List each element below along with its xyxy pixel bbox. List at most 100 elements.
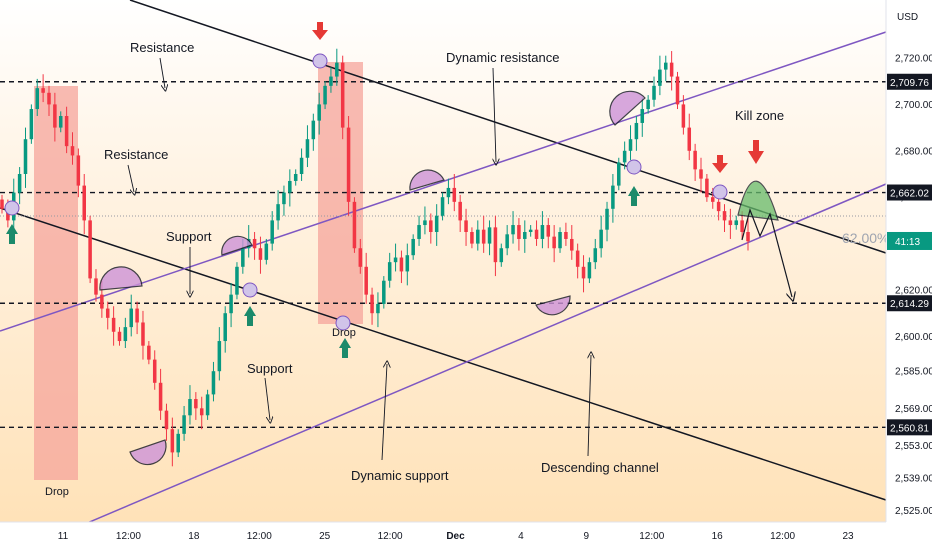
candle-body xyxy=(634,122,639,140)
green-arrow-up-icon xyxy=(6,224,18,244)
candle-body xyxy=(76,155,81,186)
annotation-label: Resistance xyxy=(104,147,168,162)
candle-body xyxy=(716,201,721,212)
candle-body xyxy=(58,116,63,128)
candle-body xyxy=(205,394,210,416)
candle-body xyxy=(405,255,410,272)
candle-body xyxy=(681,104,686,128)
candle-body xyxy=(558,232,562,249)
candle-body xyxy=(693,150,697,170)
red-arrow-down-icon xyxy=(712,155,728,173)
candle-body xyxy=(370,294,374,314)
candle-body xyxy=(158,382,163,411)
price-tick-label: 2,720.00 xyxy=(895,54,932,65)
time-axis[interactable] xyxy=(0,522,932,550)
candle-body xyxy=(722,211,727,221)
time-ticks: 11 12:00 18 12:00 25 12:00 Dec 4 9 12:00 16 12:00 23 xyxy=(58,531,854,542)
annotation-label: Drop xyxy=(45,486,69,498)
candle-body xyxy=(511,225,515,235)
candle-body xyxy=(687,127,692,151)
candle-body xyxy=(570,238,574,251)
time-tick-label: 4 xyxy=(518,531,524,542)
candle-body xyxy=(458,201,462,221)
annotation-label: Dynamic resistance xyxy=(446,50,559,65)
candle-body xyxy=(53,104,57,128)
candle-body xyxy=(534,229,539,239)
candle-body xyxy=(17,174,22,193)
candle-body xyxy=(276,204,280,221)
candle-body xyxy=(229,294,233,314)
plot-background xyxy=(0,0,886,522)
candle-body xyxy=(235,266,239,295)
candle-body xyxy=(710,197,715,202)
candle-body xyxy=(323,85,327,105)
reaction-arc-5 xyxy=(129,439,167,466)
candle-body xyxy=(746,232,750,242)
candle-body xyxy=(141,322,145,346)
level-price-badge xyxy=(887,295,932,312)
candle-body xyxy=(329,76,333,86)
candle-body xyxy=(523,232,527,239)
annotation-label: Dynamic support xyxy=(351,468,449,483)
time-tick-label: 11 xyxy=(58,531,69,542)
green-arrow-up-icon xyxy=(628,186,640,206)
candle-body xyxy=(23,139,28,174)
candle-body xyxy=(376,303,380,314)
time-tick-label: 12:00 xyxy=(378,531,403,542)
candle-body xyxy=(434,215,439,232)
price-tick-label: 2,620.00 xyxy=(895,286,932,297)
last-price-label: 41:13 xyxy=(895,237,920,248)
touch-circle xyxy=(312,53,328,69)
candle-body xyxy=(217,341,222,372)
annotation-label: Resistance xyxy=(130,40,194,55)
time-tick-label: 12:00 xyxy=(639,531,664,542)
candle-body xyxy=(540,225,545,239)
candle-body xyxy=(340,62,345,128)
candle-body xyxy=(82,185,86,221)
dynamic-lower-line xyxy=(21,183,887,550)
candle-body xyxy=(658,69,662,86)
price-tick-label: 2,680.00 xyxy=(895,146,932,157)
kill-zone xyxy=(737,180,779,221)
candle-body xyxy=(429,220,433,232)
time-tick-label: 12:00 xyxy=(116,531,141,542)
price-axis[interactable] xyxy=(886,0,932,550)
candle-body xyxy=(740,220,744,232)
candle-body xyxy=(423,220,427,226)
candle-body xyxy=(129,308,133,328)
candle-body xyxy=(734,220,739,226)
time-tick-label: 12:00 xyxy=(770,531,795,542)
candle-body xyxy=(299,157,304,174)
price-tick-label: 2,600.00 xyxy=(895,332,932,343)
time-tick-label: 23 xyxy=(842,531,854,542)
candle-body xyxy=(628,139,633,151)
candle-body xyxy=(199,408,204,416)
candle-body xyxy=(270,220,274,244)
candle-body xyxy=(358,248,363,267)
price-tick-label: 2,553.00 xyxy=(895,441,932,452)
price-tick-label: 2,525.00 xyxy=(895,506,932,517)
candle-body xyxy=(382,280,386,304)
candle-body xyxy=(147,345,151,360)
touch-circle xyxy=(242,282,258,298)
candle-body xyxy=(317,104,321,121)
touch-circle xyxy=(4,200,20,216)
candle-body xyxy=(593,248,598,263)
candle-body xyxy=(517,225,521,239)
candle-body xyxy=(675,76,680,105)
level-price-badge xyxy=(887,184,932,201)
annotation-label: Support xyxy=(247,361,293,376)
last-price-badge xyxy=(887,231,932,250)
candle-body xyxy=(152,359,157,383)
candle-body xyxy=(417,225,421,239)
candle-body xyxy=(411,238,415,256)
candle-body xyxy=(446,187,451,198)
horizontal-levels xyxy=(0,81,886,429)
candle-body xyxy=(176,433,180,453)
reaction-arc-6 xyxy=(535,295,571,316)
candle-body xyxy=(6,208,10,221)
candle-body xyxy=(241,248,245,267)
candle-body xyxy=(481,229,486,244)
